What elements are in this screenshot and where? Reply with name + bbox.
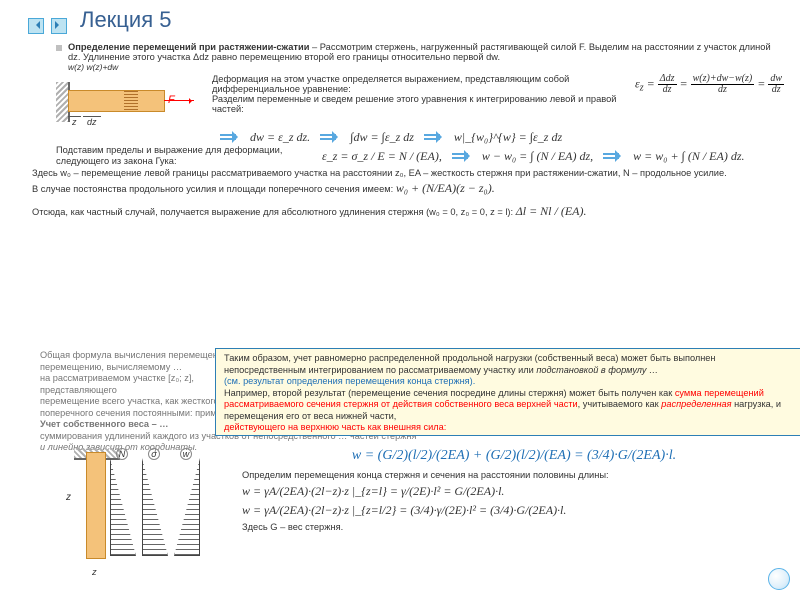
epure-sigma-label: σ: [148, 448, 160, 460]
note3: Отсюда, как частный случай, получается в…: [32, 204, 784, 219]
epure-w: [174, 458, 200, 556]
intro-bullet: Определение перемещений при растяжении-с…: [56, 42, 784, 72]
note2: В случае постоянства продольного усилия …: [32, 181, 784, 196]
slide: Лекция 5 Определение перемещений при рас…: [0, 0, 800, 600]
highlight-box: Таким образом, учет равномерно распредел…: [215, 348, 800, 436]
arrow-icon: [216, 132, 244, 142]
eq-hooke: ε_z = σ_z / E = N / (EA),: [322, 149, 442, 163]
eq-int1: ∫dw = ∫ε_z dz: [350, 130, 414, 144]
vertical-beam-diagram: z N σ w z: [62, 452, 232, 572]
eq-const: w₀ + (N/EA)(z − z₀).: [396, 181, 495, 195]
tail-eq1: w = γA/(2EA)·(2l−z)·z |_{z=l} = γ/(2E)·l…: [242, 484, 786, 499]
arrow-icon: [448, 151, 476, 161]
page-title: Лекция 5: [80, 8, 784, 32]
dim-dz: dz: [83, 116, 101, 127]
deformation-text: Деформация на этом участке определяется …: [212, 74, 629, 114]
bottom-section: z N σ w z w = (G/2)(l/2)/(2EA) + (G/2)(l…: [16, 448, 786, 572]
def-line2: Разделим переменные и сведем решение это…: [212, 94, 629, 114]
arrow-icon: [420, 132, 448, 142]
prev-button[interactable]: [28, 18, 44, 34]
vertical-bar: [86, 452, 106, 559]
eq-overlay: w = (G/2)(l/2)/(2EA) + (G/2)(l/2)/(EA) =…: [242, 448, 786, 464]
beam-bar: [68, 90, 165, 112]
dim-z: z: [68, 116, 81, 127]
force-label: F: [168, 94, 175, 106]
subst-text: Подставим пределы и выражение для деформ…: [56, 145, 316, 167]
arrow-icon: [316, 132, 344, 142]
z2-label: z: [92, 567, 97, 577]
eq-dl: Δl = Nl / (EA).: [516, 204, 587, 218]
epure-w-label: w: [180, 448, 192, 460]
bottom-eqs: w = (G/2)(l/2)/(2EA) + (G/2)(l/2)/(EA) =…: [242, 448, 786, 572]
dz-segment: [124, 90, 138, 110]
note1: Здесь w₀ – перемещение левой границы рас…: [32, 168, 784, 180]
intro-lead: Определение перемещений при растяжении-с…: [68, 42, 309, 52]
next-button[interactable]: [51, 18, 67, 34]
eq-dw: dw = ε_z dz.: [250, 130, 310, 144]
page-indicator-icon: [768, 568, 790, 590]
epure-N-label: N: [116, 448, 128, 460]
dimension-row: z dz: [68, 116, 101, 127]
nav-controls: [28, 18, 71, 36]
beam-diagram: F z dz: [56, 76, 206, 128]
eq-epsilon: εz = Δdzdz = w(z)+dw−w(z)dz = dwdz: [635, 74, 784, 95]
tail-t2: Здесь G – вес стержня.: [242, 522, 786, 532]
arrow-icon: [599, 151, 627, 161]
eq-int2: w|_{w₀}^{w} = ∫ε_z dz: [454, 130, 562, 144]
z-label: z: [66, 492, 71, 503]
tail-t1: Определим перемещения конца стержня и се…: [242, 470, 786, 480]
epure-N: [110, 458, 136, 556]
eq-wfinal: w = w₀ + ∫ (N / EA) dz.: [633, 149, 744, 163]
def-line1: Деформация на этом участке определяется …: [212, 74, 629, 94]
epure-sigma: [142, 458, 168, 556]
eq-wdiff: w − w₀ = ∫ (N / EA) dz,: [482, 149, 593, 163]
tail-eq2: w = γA/(2EA)·(2l−z)·z |_{z=l/2} = (3/4)·…: [242, 503, 786, 518]
intro-sub: w(z) w(z)+dw: [68, 62, 118, 72]
